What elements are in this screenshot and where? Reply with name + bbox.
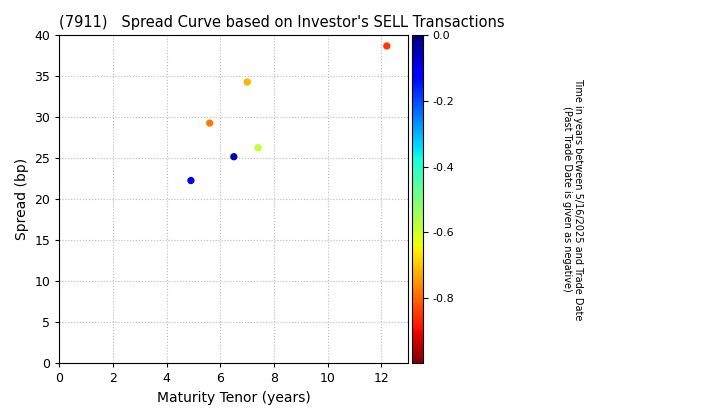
Text: (7911)   Spread Curve based on Investor's SELL Transactions: (7911) Spread Curve based on Investor's …: [60, 15, 505, 30]
Point: [241, 79, 253, 85]
Point: [204, 120, 215, 126]
Y-axis label: Time in years between 5/16/2025 and Trade Date
(Past Trade Date is given as nega: Time in years between 5/16/2025 and Trad…: [562, 78, 583, 320]
Point: [185, 177, 197, 184]
X-axis label: Maturity Tenor (years): Maturity Tenor (years): [157, 391, 311, 405]
Point: [228, 153, 240, 160]
Point: [381, 43, 392, 50]
Point: [252, 144, 264, 151]
Y-axis label: Spread (bp): Spread (bp): [15, 158, 29, 240]
